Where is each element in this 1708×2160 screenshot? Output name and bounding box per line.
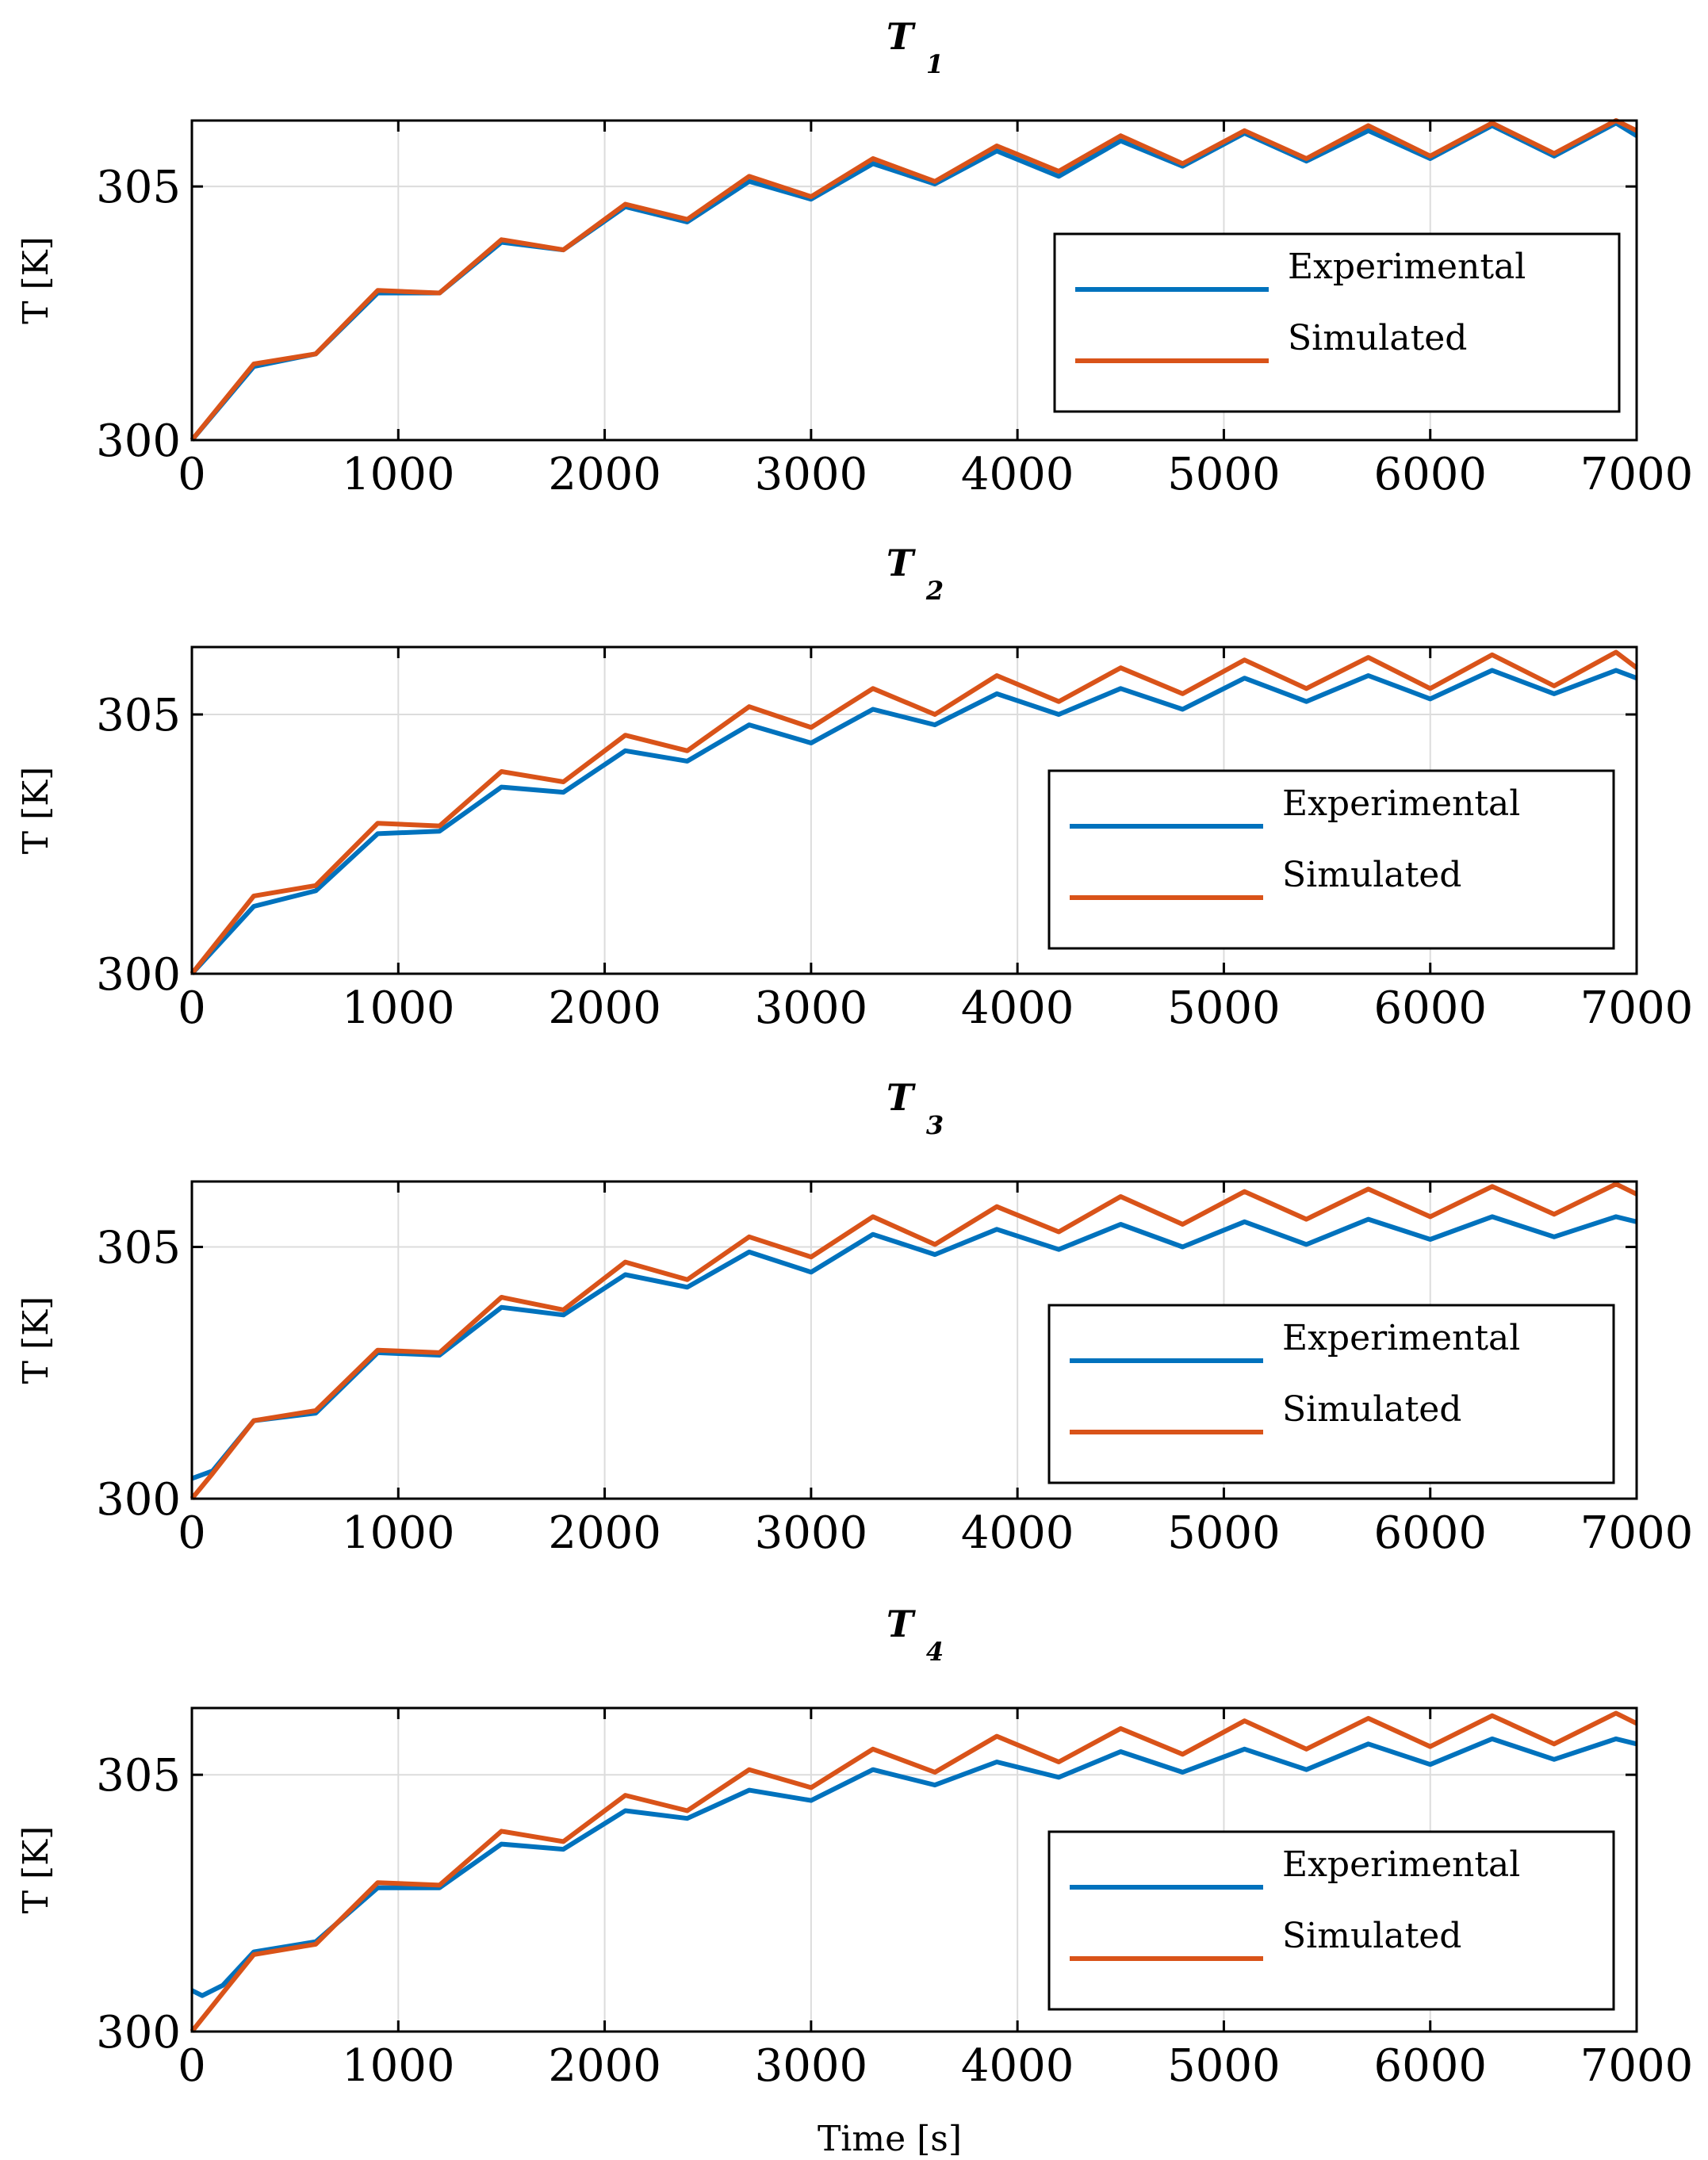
chart-title: T bbox=[887, 15, 917, 58]
chart-panel-4: 0 1000 2000 3000 4000 5000 6000 7000 300 305 T [K]… bbox=[16, 1603, 1693, 2092]
y-tick-label: 300 bbox=[96, 949, 181, 1001]
y-tick-label: 305 bbox=[96, 162, 181, 213]
x-tick-label: 4000 bbox=[961, 982, 1074, 1034]
x-tick-label: 0 bbox=[178, 449, 206, 500]
chart-title: T bbox=[887, 1076, 917, 1119]
axes-box bbox=[190, 119, 1638, 442]
x-tick-label: 2000 bbox=[548, 982, 661, 1034]
x-tick-label: 6000 bbox=[1373, 449, 1487, 500]
chart-title-subscript: 1 bbox=[926, 49, 944, 79]
legend: Experimental Simulated bbox=[1047, 769, 1615, 950]
x-tick-label: 3000 bbox=[755, 982, 868, 1034]
axes-box bbox=[190, 1706, 1638, 2033]
x-tick-label: 1000 bbox=[342, 982, 455, 1034]
y-tick-label: 305 bbox=[96, 690, 181, 741]
x-tick-label: 6000 bbox=[1373, 1507, 1487, 1559]
y-tick-label: 300 bbox=[96, 416, 181, 467]
x-tick-label: 1000 bbox=[342, 2040, 455, 2092]
legend-label-experimental: Experimental bbox=[1282, 1318, 1520, 1358]
legend-box bbox=[1047, 769, 1615, 950]
x-tick-label: 1000 bbox=[342, 1507, 455, 1559]
x-tick-label: 4000 bbox=[961, 449, 1074, 500]
chart-title-subscript: 4 bbox=[926, 1637, 944, 1667]
legend-label-simulated: Simulated bbox=[1282, 855, 1461, 895]
x-tick-label: 6000 bbox=[1373, 2040, 1487, 2092]
y-axis-label: T [K] bbox=[16, 767, 56, 855]
legend-box bbox=[1047, 1830, 1615, 2011]
x-tick-label: 5000 bbox=[1167, 1507, 1281, 1559]
y-tick-label: 305 bbox=[96, 1223, 181, 1274]
x-axis-label: Time [s] bbox=[818, 2119, 962, 2159]
y-axis-label: T [K] bbox=[16, 1296, 56, 1384]
chart-panel-2: 0 1000 2000 3000 4000 5000 6000 7000 300 305 T [K]… bbox=[16, 542, 1693, 1034]
x-tick-label: 5000 bbox=[1167, 982, 1281, 1034]
chart-panel-3: 0 1000 2000 3000 4000 5000 6000 7000 300 305 T [K]… bbox=[16, 1076, 1693, 1559]
x-tick-label: 6000 bbox=[1373, 982, 1487, 1034]
x-tick-label: 2000 bbox=[548, 1507, 661, 1559]
x-tick-label: 2000 bbox=[548, 2040, 661, 2092]
legend-label-simulated: Simulated bbox=[1282, 1916, 1461, 1956]
series-line-experimental bbox=[190, 668, 1638, 976]
series-line-simulated bbox=[190, 118, 1638, 442]
x-tick-label: 4000 bbox=[961, 2040, 1074, 2092]
axes-box bbox=[190, 645, 1638, 975]
legend: Experimental Simulated bbox=[1053, 232, 1621, 413]
legend-label-experimental: Experimental bbox=[1282, 783, 1520, 824]
x-tick-label: 5000 bbox=[1167, 2040, 1281, 2092]
y-tick-label: 300 bbox=[96, 2007, 181, 2059]
chart-title-subscript: 2 bbox=[925, 576, 944, 606]
axes-box bbox=[190, 1180, 1638, 1500]
legend: Experimental Simulated bbox=[1047, 1304, 1615, 1484]
x-tick-label: 7000 bbox=[1580, 1507, 1694, 1559]
chart-panel-1: 0 1000 2000 3000 4000 5000 6000 7000 300 305 T [K]… bbox=[16, 15, 1693, 500]
x-tick-label: 3000 bbox=[755, 449, 868, 500]
x-tick-label: 3000 bbox=[755, 2040, 868, 2092]
series-line-simulated bbox=[190, 1710, 1638, 2033]
x-tick-label: 7000 bbox=[1580, 982, 1694, 1034]
x-tick-label: 4000 bbox=[961, 1507, 1074, 1559]
y-axis-label: T [K] bbox=[16, 236, 56, 324]
x-tick-label: 0 bbox=[178, 982, 206, 1034]
x-tick-label: 0 bbox=[178, 2040, 206, 2092]
legend-label-simulated: Simulated bbox=[1282, 1389, 1461, 1430]
y-tick-label: 305 bbox=[96, 1750, 181, 1802]
y-axis-label: T [K] bbox=[16, 1826, 56, 1914]
legend-label-experimental: Experimental bbox=[1282, 1844, 1520, 1885]
y-tick-label: 300 bbox=[96, 1474, 181, 1526]
x-tick-label: 1000 bbox=[342, 449, 455, 500]
legend-label-simulated: Simulated bbox=[1288, 318, 1467, 358]
legend-box bbox=[1047, 1304, 1615, 1484]
x-tick-label: 7000 bbox=[1580, 449, 1694, 500]
series-line-experimental bbox=[190, 1214, 1637, 1481]
x-tick-label: 0 bbox=[178, 1507, 206, 1559]
x-tick-label: 2000 bbox=[548, 449, 661, 500]
chart-title-subscript: 3 bbox=[926, 1110, 944, 1140]
legend-label-experimental: Experimental bbox=[1288, 247, 1526, 287]
chart-title: T bbox=[887, 1603, 917, 1645]
series-line-simulated bbox=[190, 649, 1638, 975]
series-line-simulated bbox=[190, 1181, 1638, 1500]
legend: Experimental Simulated bbox=[1047, 1830, 1615, 2011]
legend-box bbox=[1053, 232, 1621, 413]
chart-title: T bbox=[887, 542, 917, 584]
x-tick-label: 3000 bbox=[755, 1507, 868, 1559]
x-tick-label: 7000 bbox=[1580, 2040, 1694, 2092]
x-tick-label: 5000 bbox=[1167, 449, 1281, 500]
